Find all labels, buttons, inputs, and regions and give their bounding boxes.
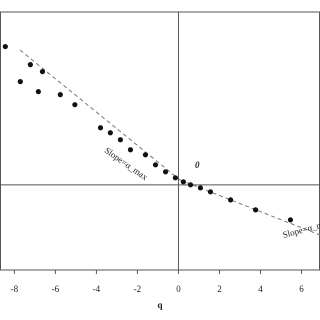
point: [172, 175, 178, 181]
point: [39, 69, 46, 75]
point: [127, 147, 134, 153]
point: [57, 92, 63, 98]
x-tick-label: 6: [299, 284, 304, 294]
x-axis-label: q: [157, 300, 162, 310]
x-tick-label: -8: [11, 284, 19, 294]
point: [97, 125, 104, 131]
point: [187, 182, 194, 188]
annotation: Slope=α_min: [281, 218, 320, 240]
point: [252, 207, 259, 213]
x-tick-label: -6: [52, 284, 60, 294]
point: [162, 169, 169, 175]
point: [142, 152, 149, 158]
point: [227, 197, 234, 203]
point: [152, 162, 159, 168]
point: [27, 62, 33, 68]
point: [197, 185, 204, 191]
x-tick-label: 4: [258, 284, 263, 294]
point: [17, 79, 23, 85]
point: [107, 130, 113, 136]
point: [35, 89, 41, 95]
slope-line-max: [19, 49, 181, 181]
x-tick-label: -4: [93, 284, 101, 294]
plot-frame: [0, 11, 320, 271]
point: [72, 102, 78, 108]
point: [2, 43, 8, 50]
point: [287, 217, 294, 223]
x-tick-label: 0: [176, 284, 181, 294]
annotation: Slope=α_max: [103, 145, 150, 182]
point: [207, 189, 214, 195]
point: [180, 179, 186, 185]
x-tick-label: -2: [134, 284, 142, 294]
x-tick-label: 2: [217, 284, 222, 294]
annotation: 0: [195, 160, 200, 170]
point: [117, 137, 124, 143]
